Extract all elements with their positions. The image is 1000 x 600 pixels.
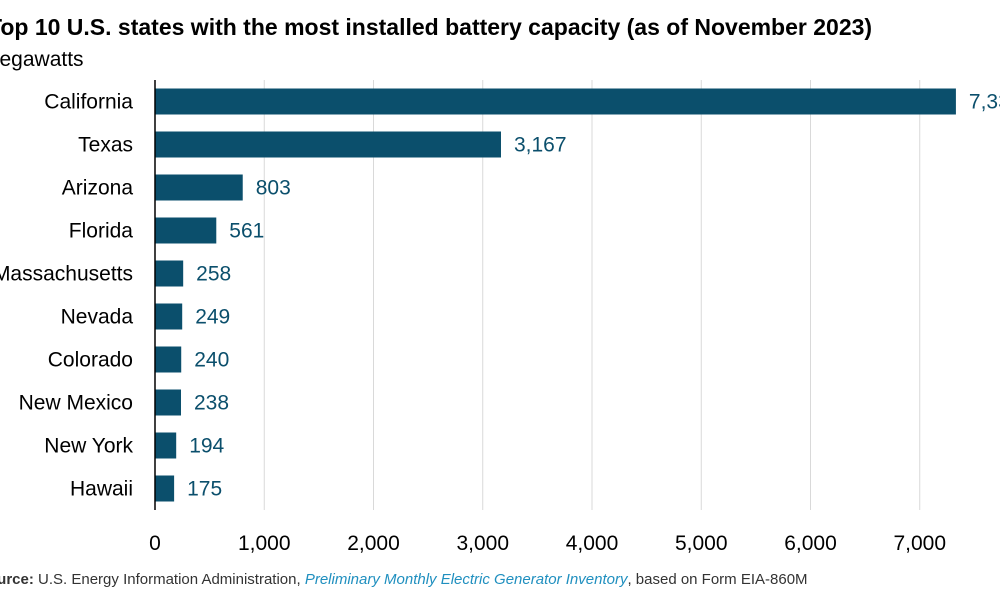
- bar: [155, 260, 184, 287]
- category-label: Colorado: [48, 349, 133, 372]
- x-tick-label: 3,000: [456, 532, 509, 555]
- value-label: 3,167: [514, 134, 567, 157]
- gridlines: [263, 80, 921, 510]
- x-tick-label: 2,000: [347, 532, 400, 555]
- value-label: 803: [256, 177, 291, 200]
- x-tick-label: 1,000: [238, 532, 291, 555]
- value-label: 258: [196, 263, 231, 286]
- chart-subtitle: megawatts: [0, 48, 84, 71]
- x-tick-label: 6,000: [784, 532, 837, 555]
- bar: [155, 432, 177, 459]
- category-label: Massachusetts: [0, 263, 133, 286]
- category-label: Texas: [78, 134, 133, 157]
- x-tick-label: 0: [149, 532, 161, 555]
- axes: 01,0002,0003,0004,0005,0006,0007,0008,00…: [0, 80, 1000, 555]
- category-label: New York: [44, 435, 133, 458]
- value-label: 561: [229, 220, 264, 243]
- category-label: Nevada: [61, 306, 134, 329]
- source-label: Source:: [0, 571, 34, 588]
- x-tick-label: 7,000: [893, 532, 946, 555]
- value-label: 7,331: [969, 91, 1000, 114]
- bar: [155, 346, 182, 373]
- bars: [155, 88, 956, 502]
- category-label: Arizona: [62, 177, 134, 200]
- bar: [155, 303, 183, 330]
- value-label: 249: [195, 306, 230, 329]
- bar: [155, 217, 217, 244]
- source-text: U.S. Energy Information Administration,: [38, 571, 301, 588]
- bar: [155, 475, 175, 502]
- value-label: 238: [194, 392, 229, 415]
- value-label: 240: [194, 349, 229, 372]
- bar: [155, 88, 956, 115]
- category-label: Hawaii: [70, 478, 133, 501]
- chart-title: Top 10 U.S. states with the most install…: [0, 14, 873, 40]
- x-tick-label: 5,000: [675, 532, 728, 555]
- source-note: Source: U.S. Energy Information Administ…: [0, 571, 808, 588]
- source-text-after: , based on Form EIA-860M: [627, 571, 808, 588]
- x-tick-label: 4,000: [566, 532, 619, 555]
- bar: [155, 131, 501, 158]
- category-label: Florida: [69, 220, 134, 243]
- bar: [155, 174, 243, 201]
- category-label: New Mexico: [19, 392, 133, 415]
- value-label: 194: [189, 435, 224, 458]
- bar: [155, 389, 182, 416]
- value-label: 175: [187, 478, 222, 501]
- category-label: California: [44, 91, 133, 114]
- source-link[interactable]: Preliminary Monthly Electric Generator I…: [304, 571, 628, 588]
